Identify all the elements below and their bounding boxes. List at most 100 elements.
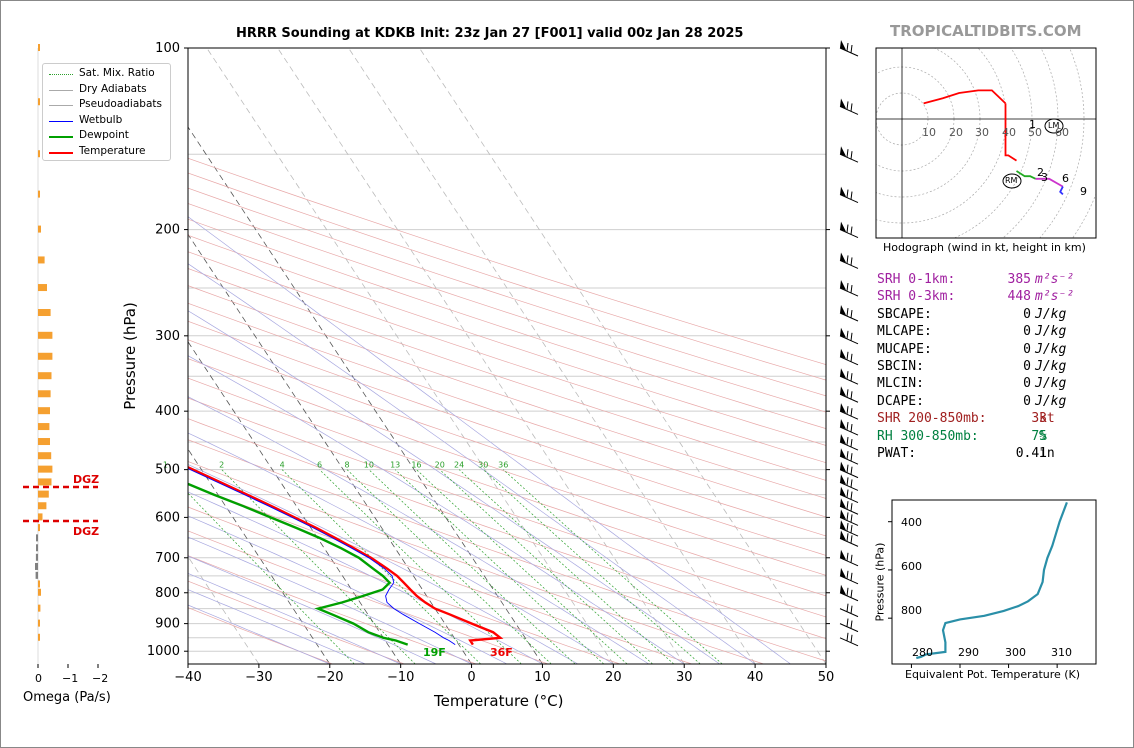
omega-bar bbox=[38, 465, 53, 473]
wind-barb bbox=[839, 603, 859, 618]
barb-flag bbox=[850, 605, 853, 614]
stat-name: MLCIN: bbox=[877, 376, 924, 392]
barb-pennant bbox=[840, 186, 846, 197]
wind-barb bbox=[839, 368, 859, 385]
barb-staff bbox=[839, 47, 859, 57]
barb-flag bbox=[846, 464, 849, 473]
omega-bar bbox=[38, 352, 53, 360]
barb-flag bbox=[850, 491, 853, 500]
omega-bar bbox=[38, 225, 41, 233]
barb-flag bbox=[846, 477, 849, 486]
barb-flag bbox=[846, 552, 849, 561]
omega-bar bbox=[38, 150, 40, 158]
barb-flag bbox=[850, 438, 853, 448]
omega-bar bbox=[36, 534, 38, 542]
barb-flag bbox=[850, 572, 853, 581]
barb-pennant bbox=[840, 461, 846, 472]
x-tick-label: −40 bbox=[174, 670, 201, 685]
stat-row: SHR 200-850mb: 33 kt bbox=[877, 411, 1107, 427]
x-tick-label: −20 bbox=[316, 670, 343, 685]
barb-flag bbox=[850, 466, 853, 475]
stat-name: MUCAPE: bbox=[877, 341, 932, 357]
stat-row: MLCAPE: 0 J/kg bbox=[877, 324, 1107, 340]
y-tick-label: 500 bbox=[155, 463, 180, 478]
stat-value: 33 bbox=[1031, 411, 1047, 427]
barb-flag bbox=[850, 423, 853, 433]
barb-staff bbox=[839, 469, 859, 479]
legend-item: Dry Adiabats bbox=[47, 83, 167, 97]
stat-name: RH 300-850mb: bbox=[877, 428, 979, 444]
dry-adiabat bbox=[188, 320, 826, 537]
omega-bar bbox=[38, 619, 40, 627]
omega-bar bbox=[38, 331, 53, 339]
barb-pennant bbox=[840, 509, 846, 520]
stat-unit: m²s⁻² bbox=[1035, 272, 1075, 287]
hodo-ring-label: 50 bbox=[1028, 126, 1042, 139]
barb-staff bbox=[839, 575, 859, 585]
stat-value: 0 bbox=[1023, 341, 1031, 357]
legend-swatch bbox=[49, 74, 73, 75]
stat-row: MUCAPE: 0 J/kg bbox=[877, 342, 1107, 358]
omega-bar bbox=[38, 633, 40, 641]
wind-barb bbox=[839, 40, 859, 57]
wind-barb bbox=[839, 348, 859, 366]
mixing-ratio-line bbox=[483, 469, 701, 664]
barb-flag bbox=[850, 257, 853, 266]
theta-e-xtick-310: 310 bbox=[1051, 646, 1072, 659]
omega-bar bbox=[38, 407, 50, 415]
chart-title: HRRR Sounding at KDKB Init: 23z Jan 27 [… bbox=[236, 26, 744, 41]
dry-adiabat bbox=[188, 251, 826, 464]
mixing-ratio-label: 20 bbox=[435, 461, 445, 470]
theta-e-xtick-280: 280 bbox=[912, 646, 933, 659]
barb-staff bbox=[839, 537, 859, 547]
barb-staff bbox=[839, 259, 859, 269]
mixing-ratio-label: 13 bbox=[390, 461, 400, 470]
barb-staff bbox=[839, 455, 859, 465]
dry-adiabat bbox=[188, 418, 826, 640]
wind-barb bbox=[839, 461, 859, 479]
dry-adiabat bbox=[188, 607, 333, 664]
pseudoadiabat bbox=[188, 263, 756, 664]
barb-staff bbox=[839, 637, 859, 647]
series-dewpoint bbox=[188, 482, 409, 646]
wind-barb bbox=[839, 509, 859, 526]
y-tick-label: 700 bbox=[155, 551, 180, 566]
hodo-ring-label: 40 bbox=[1002, 126, 1016, 139]
theta-e-xtick-290: 290 bbox=[958, 646, 979, 659]
wind-barb bbox=[839, 584, 859, 602]
barb-flag bbox=[850, 391, 853, 400]
pseudoadiabat bbox=[188, 555, 437, 664]
wind-barb bbox=[839, 386, 859, 403]
wind-barb bbox=[839, 146, 859, 163]
barb-flag bbox=[850, 408, 853, 417]
hodo-rm-marker bbox=[1002, 173, 1022, 189]
barb-staff bbox=[839, 426, 859, 436]
barb-pennant bbox=[840, 221, 846, 232]
stat-row: SBCAPE: 0 J/kg bbox=[877, 307, 1107, 323]
theta-e-xtick-300: 300 bbox=[1005, 646, 1026, 659]
barb-flag bbox=[846, 389, 849, 398]
barb-flag bbox=[846, 255, 849, 264]
wind-barb bbox=[839, 221, 859, 239]
barb-flag bbox=[846, 149, 849, 158]
barb-pennant bbox=[840, 530, 846, 541]
isotherm-20 bbox=[206, 48, 614, 664]
wind-barb bbox=[839, 520, 859, 537]
hodo-ring-label: 20 bbox=[949, 126, 963, 139]
mixing-ratio-label: 8 bbox=[344, 461, 349, 470]
omega-tick-1: −1 bbox=[62, 672, 79, 685]
omega-bar bbox=[36, 544, 38, 552]
theta-e-ytick-600: 600 bbox=[901, 560, 922, 573]
stat-name: SRH 0-1km: bbox=[877, 272, 956, 287]
barb-pennant bbox=[840, 386, 846, 397]
wind-barb bbox=[839, 186, 859, 204]
pseudoadiabat bbox=[188, 355, 685, 664]
mixing-ratio-line bbox=[319, 469, 522, 664]
omega-bar bbox=[35, 571, 38, 579]
omega-bar bbox=[38, 284, 47, 292]
dry-adiabat bbox=[188, 377, 826, 597]
barb-staff bbox=[839, 441, 859, 451]
pseudoadiabat bbox=[188, 536, 472, 664]
barb-flag bbox=[846, 224, 849, 233]
